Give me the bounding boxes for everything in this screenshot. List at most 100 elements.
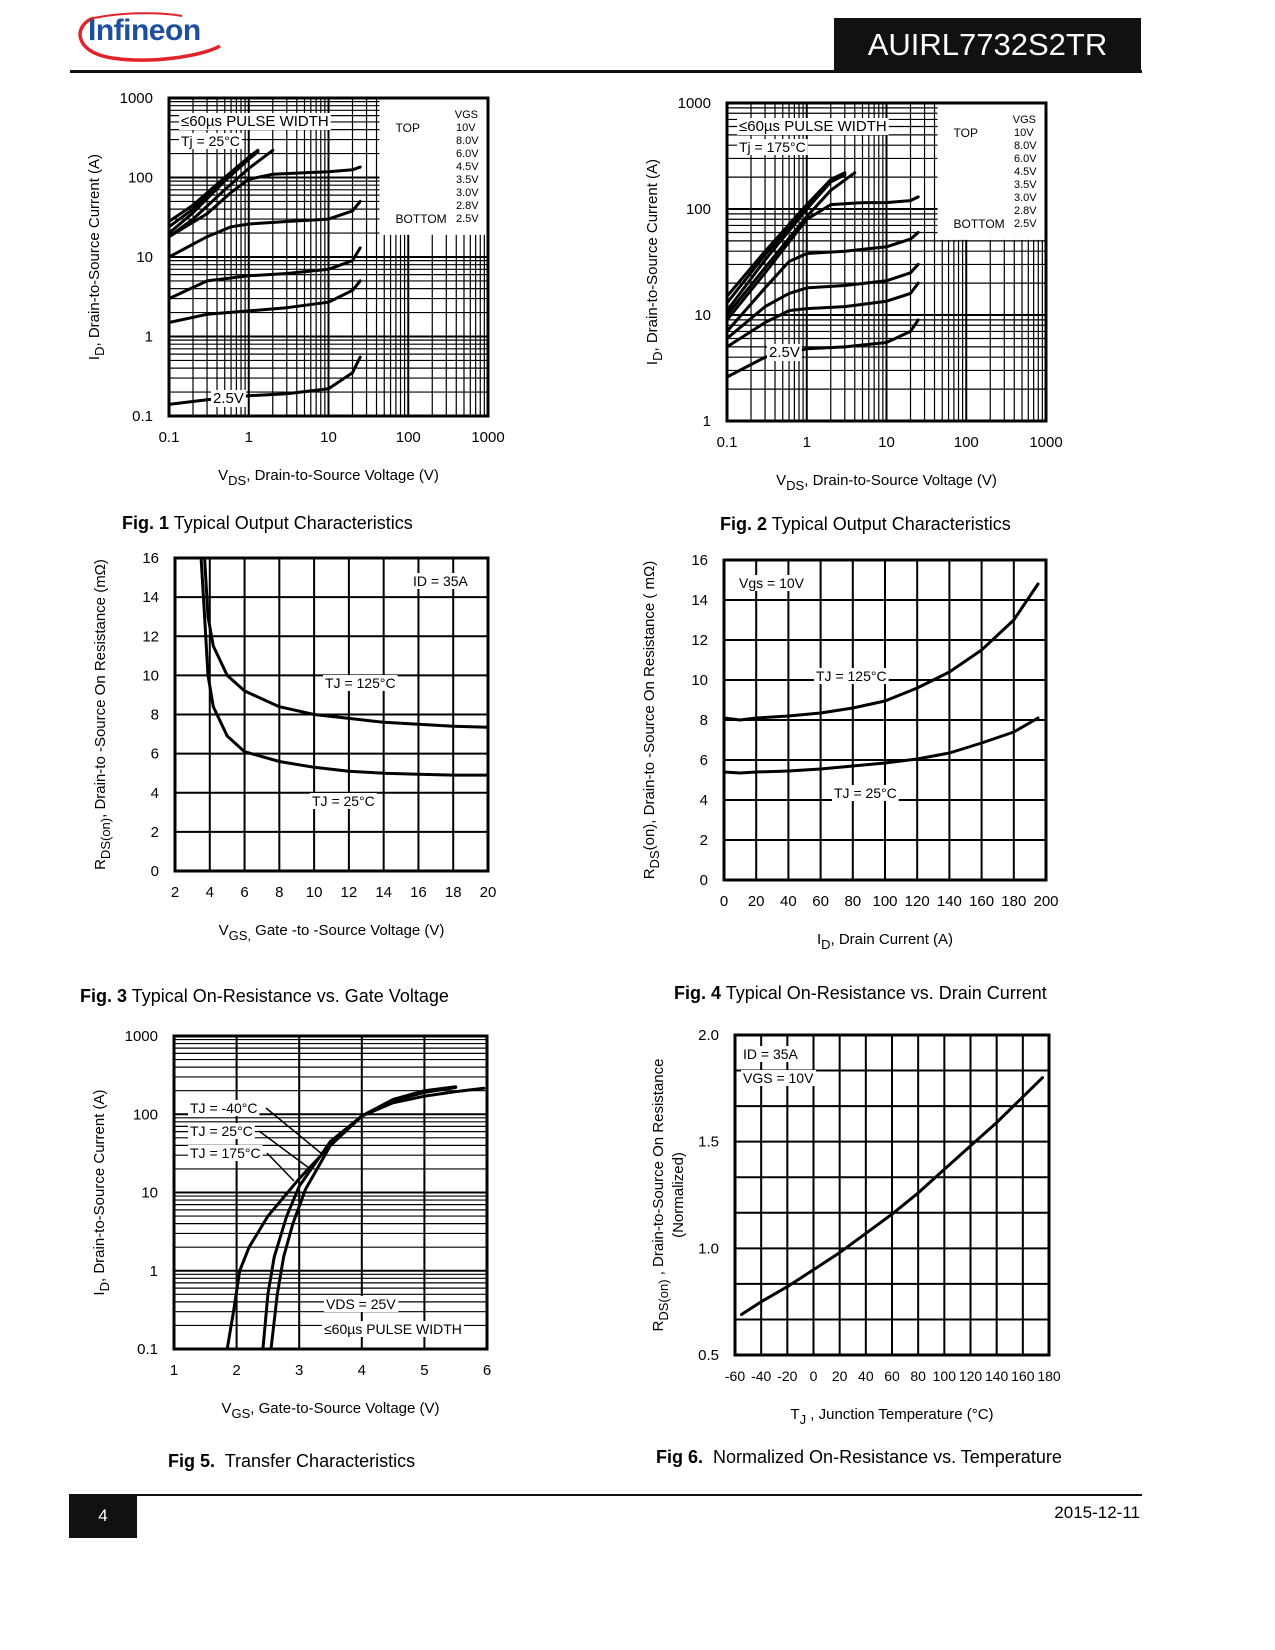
legend-entry: 2.8V	[456, 200, 479, 212]
drain-current-note: ID = 35A	[743, 1046, 799, 1062]
curve-label-125c-bg	[323, 675, 398, 691]
x-tick-label: 160	[969, 893, 994, 910]
y-tick-label: 10	[136, 249, 153, 266]
x-tick-label: 5	[420, 1362, 428, 1379]
x-tick-label: 16	[410, 884, 427, 901]
x-tick-label: 100	[933, 1368, 957, 1384]
x-tick-label: 10	[320, 429, 337, 446]
x-tick-label: 40	[780, 893, 797, 910]
plot-area	[169, 98, 488, 416]
series-line-8-0v	[725, 172, 847, 305]
pulse-width-note-bg	[322, 1321, 464, 1337]
pulse-width-note: ≤60µs PULSE WIDTH	[739, 118, 887, 135]
x-tick-label: 14	[375, 884, 392, 901]
curve-label-25c: TJ = 25°C	[834, 785, 897, 801]
drain-current-note-bg	[741, 1046, 801, 1062]
legend-title: VGS	[455, 109, 478, 121]
x-tick-label: 120	[959, 1368, 983, 1384]
curve-label-25c-bg	[832, 785, 899, 801]
y-tick-label: 10	[142, 667, 159, 684]
curve-label-25c-bg	[310, 793, 377, 809]
fig3-caption: Fig. 3 Typical On-Resistance vs. Gate Vo…	[80, 986, 449, 1006]
x-tick-label: 100	[954, 434, 979, 451]
series-line-2-5v	[167, 355, 362, 406]
curve-label-2v5: 2.5V	[769, 344, 800, 361]
plot-frame	[173, 556, 490, 873]
y-tick-label: 4	[700, 792, 708, 809]
x-axis-label: TJ , Junction Temperature (°C)	[790, 1406, 993, 1427]
series-line-normalized-rds-on-	[740, 1076, 1044, 1316]
legend-top-label: TOP	[396, 121, 420, 135]
x-tick-label: 160	[1011, 1368, 1035, 1384]
series-line-tj-175-c	[225, 1086, 458, 1351]
x-tick-label: -60	[725, 1368, 745, 1384]
y-tick-label: 8	[700, 712, 708, 729]
pulse-width-note-bg	[179, 113, 331, 130]
vgs-note: VGS = 10V	[743, 1070, 814, 1086]
plot-area	[724, 560, 1046, 880]
legend-box	[938, 105, 1044, 240]
y-tick-label: 10	[694, 307, 711, 324]
x-tick-label: 100	[872, 893, 897, 910]
temperature-note: Tj = 25°C	[181, 133, 240, 149]
curve-label-25c-bg	[188, 1123, 255, 1139]
y-tick-label: 0	[151, 863, 159, 880]
series-line-2-6v	[167, 279, 362, 324]
fig6-caption: Fig 6. Normalized On-Resistance vs. Temp…	[656, 1447, 1062, 1467]
series-line-tj-25-c	[199, 556, 490, 777]
y-tick-label: 0.1	[137, 1341, 158, 1358]
fig5-chart: 1 2 3 4 5 6 0.1 1 10 100 1000 VGS, Gate-to-Source V…	[91, 1028, 491, 1421]
x-axis-label: ID, Drain Current (A)	[817, 931, 953, 952]
y-tick-label: 8	[151, 707, 159, 724]
fig5-caption: Fig 5. Transfer Characteristics	[168, 1451, 416, 1471]
footer-rule	[70, 1494, 1142, 1496]
vds-note-bg	[324, 1296, 399, 1312]
x-tick-label: 200	[1033, 893, 1058, 910]
series-line-2-8v	[167, 246, 362, 301]
plot-area	[735, 1035, 1049, 1355]
legend-entry: 6.0V	[456, 148, 479, 160]
fig1-caption: Fig. 1 Typical Output Characteristics	[122, 513, 413, 533]
series-line-2-5v	[725, 318, 920, 379]
curve-label-125c: TJ = 125°C	[325, 675, 396, 691]
vgs-note: Vgs = 10V	[739, 575, 805, 591]
legend-entry: 8.0V	[456, 135, 479, 147]
x-axis-label: VDS, Drain-to-Source Voltage (V)	[218, 467, 439, 488]
leader-line	[258, 1130, 310, 1169]
x-tick-label: 100	[396, 429, 421, 446]
drain-current-note-bg	[411, 573, 471, 589]
x-tick-label: 4	[358, 1362, 366, 1379]
series-line-8-0v	[167, 149, 260, 229]
series-line-4-5v	[167, 148, 275, 239]
y-tick-label: 1000	[120, 90, 153, 107]
series-line-2-8v	[725, 262, 920, 340]
x-axis-label: VGS, Gate -to -Source Voltage (V)	[219, 922, 445, 943]
legend-entry: 3.5V	[456, 174, 479, 186]
vgs-note-bg	[737, 575, 807, 591]
fig2-caption: Fig. 2 Typical Output Characteristics	[720, 514, 1011, 534]
curve-label-2v5: 2.5V	[213, 390, 244, 407]
legend-entry: 10V	[456, 122, 476, 134]
y-tick-label: 0.1	[132, 408, 153, 425]
revision-date: 2015-12-11	[1054, 1503, 1140, 1522]
leader-line	[265, 1107, 323, 1155]
legend-entry: 4.5V	[1014, 166, 1037, 178]
x-tick-label: 10	[878, 434, 895, 451]
series-line-tj-40-c	[269, 1086, 486, 1351]
y-axis-label: RDS(on), Drain-to -Source On Resistance …	[92, 559, 113, 870]
x-tick-label: 1000	[1029, 434, 1062, 451]
curve-label-125c: TJ = 125°C	[816, 668, 887, 684]
x-tick-label: 1	[803, 434, 811, 451]
y-tick-label: 1	[150, 1263, 158, 1280]
legend-entry: 3.0V	[1014, 192, 1037, 204]
x-tick-label: 8	[275, 884, 283, 901]
x-tick-label: 10	[306, 884, 323, 901]
x-tick-label: 1	[245, 429, 253, 446]
y-tick-label: 16	[691, 552, 708, 569]
x-tick-label: 60	[884, 1368, 900, 1384]
pulse-width-note-bg	[737, 118, 889, 135]
infineon-logo-swoosh	[78, 12, 221, 62]
x-tick-label: 18	[445, 884, 462, 901]
x-tick-label: 20	[480, 884, 497, 901]
y-tick-label: 2	[700, 832, 708, 849]
